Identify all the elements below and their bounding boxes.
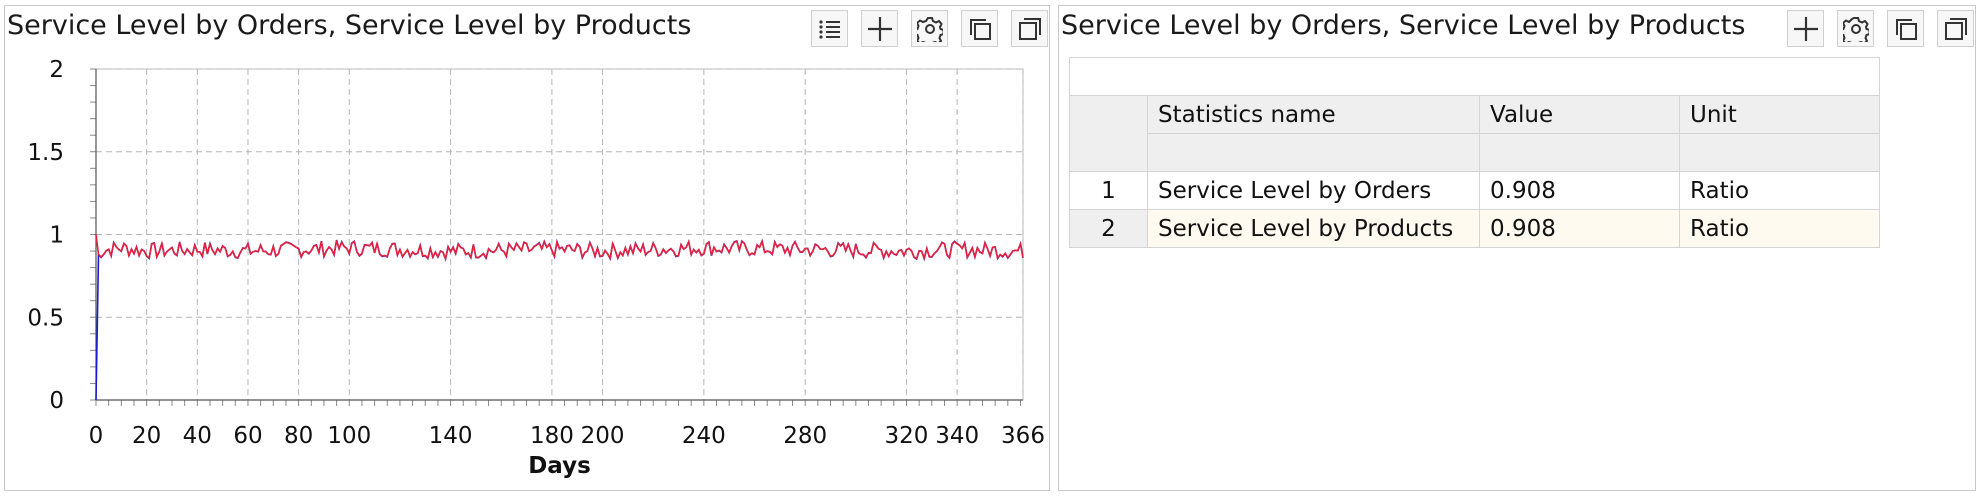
- chart-toolbar: [811, 10, 1048, 47]
- chart-panel: Service Level by Orders, Service Level b…: [4, 5, 1050, 491]
- copy-icon[interactable]: [1887, 10, 1924, 47]
- line-chart: 00.511.520 20 40 60 80 100 140 180 200 240 280 320 3…: [27, 57, 1045, 479]
- statistics-toolbar: [1787, 10, 1974, 47]
- table-row[interactable]: 1 Service Level by Orders 0.908 Ratio: [1069, 171, 1880, 210]
- x-tick-label: 240: [682, 423, 726, 449]
- table-caption-row: [1069, 57, 1880, 96]
- filter-cell-unit[interactable]: [1679, 133, 1880, 172]
- list-icon[interactable]: [811, 10, 848, 47]
- x-tick-label: 320: [885, 423, 929, 449]
- maximize-icon[interactable]: [1011, 10, 1048, 47]
- statistics-table: Statistics name Value Unit 1 Service Lev…: [1069, 57, 1880, 248]
- row-number: 2: [1069, 209, 1148, 248]
- x-axis-title: Days: [528, 453, 591, 479]
- series-line-products: [95, 234, 1024, 262]
- table-header-row: Statistics name Value Unit: [1069, 95, 1880, 172]
- x-tick-label: 80: [284, 423, 313, 449]
- x-tick-label: 40: [183, 423, 212, 449]
- statistics-panel: Service Level by Orders, Service Level b…: [1058, 5, 1976, 491]
- x-tick-label: 140: [429, 423, 473, 449]
- table-filter-row: [1070, 133, 1880, 172]
- x-tick-label: 180: [530, 423, 574, 449]
- plus-icon[interactable]: [1787, 10, 1824, 47]
- plus-icon[interactable]: [861, 10, 898, 47]
- cell-unit: Ratio: [1679, 209, 1880, 248]
- y-tick-label: 1.5: [27, 140, 64, 166]
- x-tick-label: 200: [581, 423, 625, 449]
- copy-icon[interactable]: [961, 10, 998, 47]
- chart-panel-title: Service Level by Orders, Service Level b…: [7, 10, 692, 41]
- row-number-header: [1069, 95, 1148, 172]
- y-tick-label: 2: [49, 57, 64, 83]
- cell-value: 0.908: [1479, 209, 1680, 248]
- column-header-unit[interactable]: Unit: [1679, 95, 1880, 134]
- x-tick-label: 20: [132, 423, 161, 449]
- gear-icon[interactable]: [1837, 10, 1874, 47]
- x-tick-label: 60: [233, 423, 262, 449]
- filter-cell-value[interactable]: [1479, 133, 1680, 172]
- x-tick-label: 280: [783, 423, 827, 449]
- x-tick-label: 366: [1001, 423, 1045, 449]
- gear-icon[interactable]: [911, 10, 948, 47]
- cell-statistics-name: Service Level by Orders: [1147, 171, 1480, 210]
- column-header-statistics-name[interactable]: Statistics name: [1147, 95, 1480, 134]
- x-tick-label: 0: [89, 423, 104, 449]
- maximize-icon[interactable]: [1937, 10, 1974, 47]
- statistics-panel-title: Service Level by Orders, Service Level b…: [1061, 10, 1746, 41]
- cell-unit: Ratio: [1679, 171, 1880, 210]
- x-tick-label: 340: [935, 423, 979, 449]
- y-tick-label: 0.5: [27, 305, 64, 331]
- row-number: 1: [1069, 171, 1148, 210]
- x-tick-label: 100: [327, 423, 371, 449]
- y-tick-label: 1: [49, 223, 64, 249]
- y-tick-label: 0: [49, 388, 64, 414]
- table-row[interactable]: 2 Service Level by Products 0.908 Ratio: [1069, 209, 1880, 248]
- cell-value: 0.908: [1479, 171, 1680, 210]
- filter-cell-statistics-name[interactable]: [1147, 133, 1480, 172]
- cell-statistics-name: Service Level by Products: [1147, 209, 1480, 248]
- column-header-value[interactable]: Value: [1479, 95, 1680, 134]
